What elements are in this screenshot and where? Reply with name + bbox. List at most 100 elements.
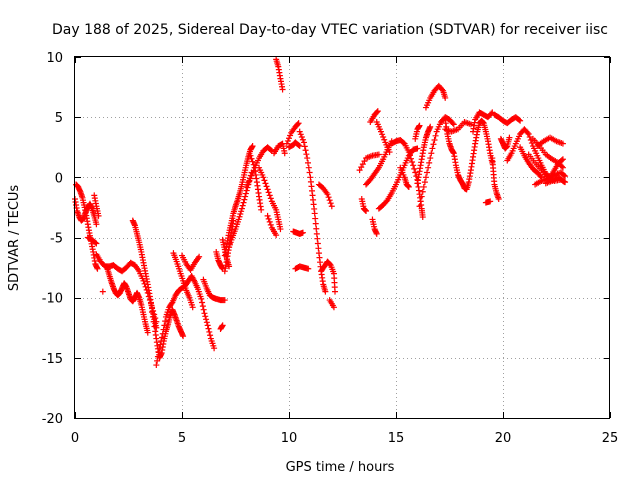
- data-point: [537, 173, 544, 180]
- y-tick-label: 5: [55, 111, 63, 126]
- data-point: [409, 158, 416, 165]
- data-point: [258, 206, 265, 213]
- data-point: [432, 132, 439, 139]
- data-point: [242, 190, 249, 197]
- data-point: [378, 128, 385, 135]
- data-point: [206, 328, 213, 335]
- data-point: [198, 295, 205, 302]
- data-point: [439, 86, 446, 93]
- data-point: [211, 345, 218, 352]
- data-point: [431, 137, 438, 144]
- data-point: [311, 210, 318, 217]
- data-point: [241, 196, 248, 203]
- data-point: [295, 142, 302, 149]
- data-point: [559, 156, 566, 163]
- data-point: [516, 116, 523, 123]
- data-point: [374, 109, 381, 116]
- data-point: [417, 198, 424, 205]
- y-tick-label: 10: [46, 51, 63, 66]
- data-point: [322, 288, 329, 295]
- data-point: [149, 313, 156, 320]
- data-point: [375, 151, 382, 158]
- data-point: [380, 134, 387, 141]
- data-point: [263, 183, 270, 190]
- data-point: [93, 221, 100, 228]
- data-point: [248, 155, 255, 162]
- data-point: [381, 136, 388, 143]
- data-point: [264, 212, 271, 219]
- data-point: [558, 157, 565, 164]
- data-point: [411, 165, 418, 172]
- data-point: [427, 155, 434, 162]
- data-point: [305, 265, 312, 272]
- data-point: [400, 139, 407, 146]
- data-point: [379, 131, 386, 138]
- grid: [75, 57, 610, 418]
- data-point: [427, 123, 434, 130]
- y-tick-label: -10: [42, 292, 63, 307]
- x-tick-label: 5: [178, 431, 186, 446]
- data-point: [156, 345, 163, 352]
- data-point: [488, 110, 495, 117]
- data-point: [414, 145, 421, 152]
- data-point: [265, 215, 272, 222]
- data-point: [95, 212, 102, 219]
- data-point: [358, 164, 365, 171]
- data-point: [226, 263, 233, 270]
- data-points: [72, 56, 569, 369]
- data-point: [326, 197, 333, 204]
- data-point: [267, 146, 274, 153]
- data-point: [159, 330, 166, 337]
- data-point: [325, 194, 332, 201]
- x-tick-label: 0: [71, 431, 79, 446]
- data-point: [249, 143, 256, 150]
- data-point: [284, 137, 291, 144]
- data-point: [196, 253, 203, 260]
- data-point: [558, 163, 565, 170]
- data-point: [374, 108, 381, 115]
- data-point: [260, 174, 267, 181]
- data-point: [562, 173, 569, 180]
- data-point: [168, 300, 175, 307]
- data-point: [162, 318, 169, 325]
- x-tick-label: 20: [495, 431, 512, 446]
- data-point: [294, 121, 301, 128]
- x-tick-label: 10: [281, 431, 298, 446]
- data-point: [429, 145, 436, 152]
- data-point: [267, 221, 274, 228]
- data-point: [295, 120, 302, 127]
- data-point: [424, 169, 431, 176]
- data-point: [312, 215, 319, 222]
- data-point: [306, 169, 313, 176]
- data-point: [312, 220, 319, 227]
- data-point: [180, 333, 187, 340]
- data-point: [151, 323, 158, 330]
- data-point: [250, 161, 257, 168]
- data-point: [266, 218, 273, 225]
- data-point: [239, 202, 246, 209]
- data-point: [303, 151, 310, 158]
- data-point: [203, 319, 210, 326]
- data-point: [487, 198, 494, 205]
- data-point: [287, 132, 294, 139]
- data-point: [153, 362, 160, 369]
- data-point: [328, 203, 335, 210]
- x-tick-label: 25: [602, 431, 619, 446]
- data-point: [205, 325, 212, 332]
- y-tick-label: 0: [55, 171, 63, 186]
- data-point: [419, 214, 426, 221]
- data-point: [261, 177, 268, 184]
- data-point: [526, 134, 533, 141]
- data-point: [298, 134, 305, 141]
- data-point: [416, 203, 423, 210]
- data-point: [449, 120, 456, 127]
- data-point: [140, 277, 147, 284]
- data-point: [158, 334, 165, 341]
- data-point: [279, 86, 286, 93]
- data-point: [406, 152, 413, 159]
- data-point: [517, 117, 524, 124]
- axis-ticks: 0 5 10 15 20 25 -20 -15 -10 -5 0 5 10: [42, 51, 619, 446]
- data-point: [286, 135, 292, 142]
- data-point: [155, 349, 162, 356]
- data-point: [154, 357, 161, 364]
